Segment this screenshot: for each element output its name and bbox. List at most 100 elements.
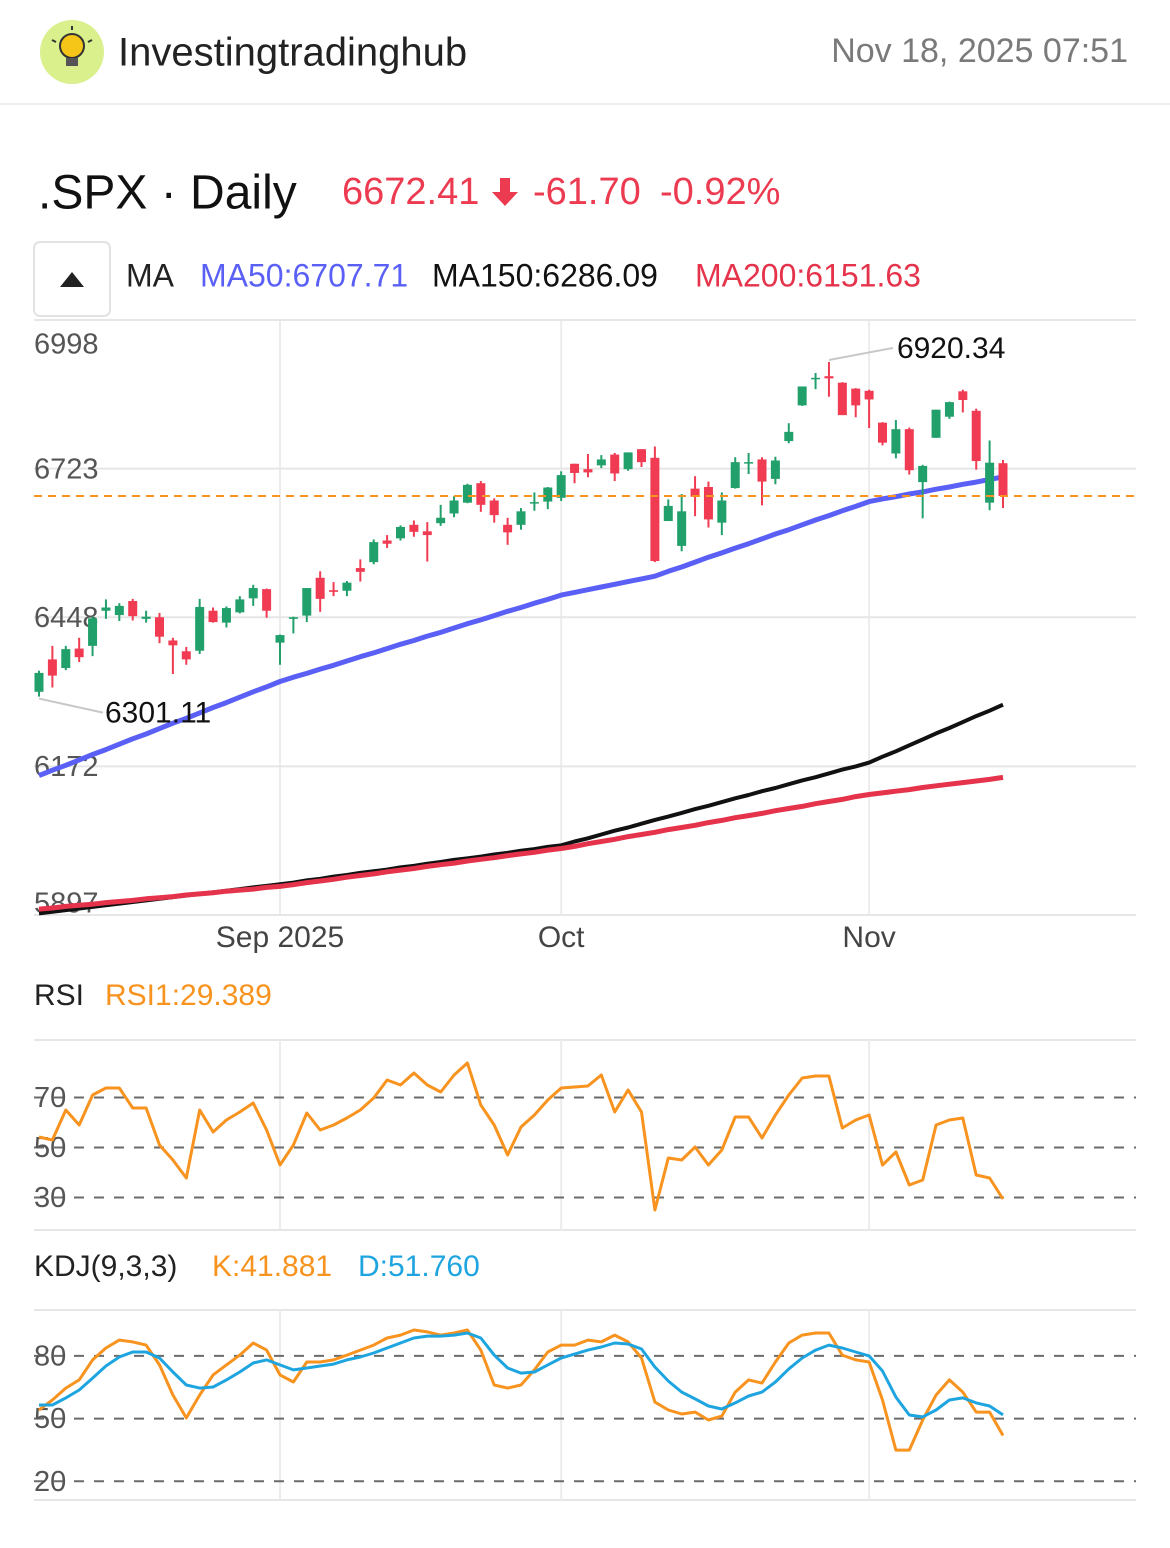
down-arrow — [492, 178, 518, 206]
candle-body — [355, 568, 365, 572]
candle-body — [262, 589, 272, 611]
y-tick-label: 50 — [34, 1403, 66, 1435]
candle-body — [382, 540, 392, 544]
indicator-line — [38, 702, 1004, 916]
indicator-line — [38, 474, 1004, 778]
candle-body — [717, 500, 727, 523]
kdj-title: KDJ(9,3,3) — [34, 1250, 177, 1283]
y-tick-label: 20 — [34, 1466, 66, 1498]
y-tick-label: 6998 — [34, 329, 99, 361]
y-tick-label: 6723 — [34, 453, 99, 485]
candle-body — [985, 462, 995, 503]
candle-body — [409, 524, 419, 532]
candle-body — [864, 390, 874, 400]
datetime: Nov 18, 2025 07:51 — [831, 32, 1128, 70]
candle-body — [931, 409, 941, 438]
candle-body — [730, 462, 740, 489]
candle-body — [677, 511, 687, 546]
candle-body — [141, 616, 151, 619]
indicator-title: MA — [126, 257, 175, 293]
collapse-button[interactable] — [33, 241, 111, 317]
high-annotation: 6920.34 — [897, 332, 1005, 365]
y-tick-label: 30 — [34, 1182, 66, 1214]
candle-body — [449, 500, 459, 514]
candle-body — [342, 582, 352, 591]
candle-body — [235, 599, 245, 613]
candle-body — [583, 469, 593, 473]
candle-body — [155, 617, 164, 637]
candle-body — [744, 462, 754, 464]
rsi-title: RSI — [34, 979, 84, 1012]
candle-body — [181, 651, 191, 660]
legend-entry: MA50:6707.71 — [200, 257, 408, 293]
candle-body — [168, 640, 178, 646]
candle-body — [436, 517, 446, 524]
candle-body — [784, 431, 794, 442]
candle-body — [315, 577, 325, 599]
y-tick-label: 50 — [34, 1132, 66, 1164]
candle-body — [302, 588, 312, 616]
candle-body — [248, 588, 258, 599]
candle-body — [596, 459, 606, 466]
legend-entry: RSI1:29.389 — [105, 979, 272, 1012]
legend-entry: MA200:6151.63 — [695, 257, 921, 293]
candle-body — [757, 459, 767, 482]
candle-body — [811, 377, 821, 380]
indicator-line — [39, 1331, 1004, 1419]
indicator-line — [38, 774, 1004, 912]
candle-body — [797, 386, 807, 406]
candle-body — [369, 542, 379, 563]
candle-body — [623, 452, 633, 470]
candle-body — [958, 391, 968, 400]
x-tick-label: Sep 2025 — [216, 921, 344, 954]
candle-body — [971, 410, 981, 462]
candle-body — [195, 606, 205, 651]
indicator-line — [38, 1328, 1005, 1452]
legend-entry: MA150:6286.09 — [432, 257, 658, 293]
low-annotation: 6301.11 — [105, 697, 211, 730]
candle-body — [998, 463, 1008, 496]
candle-body — [476, 483, 486, 505]
candle-body — [516, 511, 526, 525]
candle-body — [489, 500, 499, 516]
candle-body — [114, 605, 124, 616]
price: 6672.41 — [342, 171, 479, 213]
y-tick-label: 6448 — [34, 602, 99, 634]
change-percent: -0.92% — [660, 171, 780, 213]
indicator-line — [38, 1061, 1005, 1212]
change: -61.70 — [533, 171, 641, 213]
candle-body — [837, 382, 847, 416]
x-tick-label: Oct — [538, 921, 585, 954]
candle-body — [221, 608, 231, 623]
candle-body — [891, 429, 901, 454]
candle-body — [851, 388, 861, 406]
candle-body — [288, 617, 298, 619]
candle-body — [904, 429, 914, 471]
site-name: Investingtradinghub — [118, 31, 467, 75]
candle-body — [944, 402, 954, 417]
candle-body — [663, 505, 673, 522]
candle-body — [637, 449, 646, 463]
candle-body — [422, 531, 432, 536]
logo — [40, 20, 104, 84]
candle-body — [703, 486, 713, 520]
annotation-leader — [38, 697, 104, 714]
candle-body — [34, 672, 44, 692]
y-tick-label: 70 — [34, 1082, 66, 1114]
candle-body — [690, 488, 700, 497]
candle-body — [918, 465, 928, 483]
candle-body — [503, 524, 513, 533]
legend-entry: D:51.760 — [358, 1250, 480, 1283]
candle-body — [824, 376, 834, 379]
candle-body — [275, 635, 285, 643]
candle-body — [74, 648, 84, 658]
candle-body — [47, 659, 57, 676]
y-tick-label: 80 — [34, 1341, 66, 1373]
candle-body — [101, 607, 111, 611]
candle-body — [878, 422, 887, 443]
symbol: .SPX · Daily — [38, 167, 297, 220]
candle-body — [650, 457, 660, 562]
x-tick-label: Nov — [842, 921, 895, 954]
